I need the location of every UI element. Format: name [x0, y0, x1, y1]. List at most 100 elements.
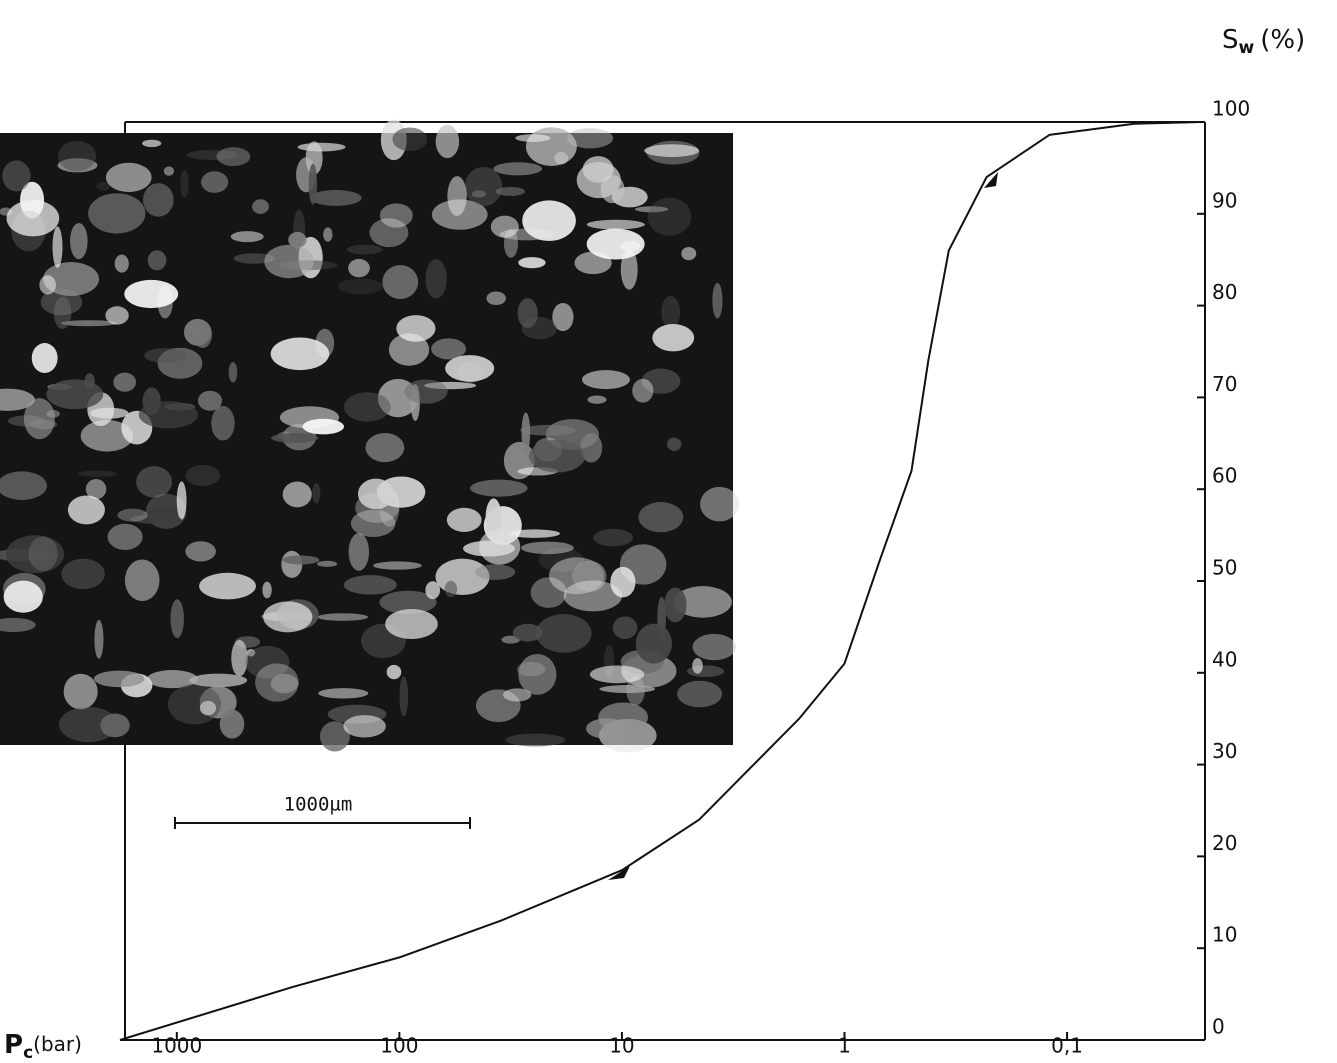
micrograph-grain [644, 144, 700, 158]
micrograph-grain [581, 370, 630, 390]
micrograph-grain [198, 390, 223, 411]
y-axis-subscript: w [1239, 38, 1255, 58]
micrograph-grain [346, 244, 383, 255]
micrograph-grain [230, 231, 264, 243]
micrograph-grain [425, 581, 441, 600]
micrograph-grain [700, 486, 739, 522]
micrograph-grain [673, 586, 732, 618]
x-tick-label: 10 [609, 1034, 634, 1058]
x-axis-symbol: P [4, 1030, 23, 1060]
micrograph-grain [308, 163, 318, 205]
x-tick-label: 0,1 [1051, 1034, 1083, 1058]
micrograph-grain [5, 535, 65, 574]
micrograph-grain [271, 432, 319, 443]
micrograph-grain [365, 433, 405, 463]
micrograph-grain [113, 372, 137, 392]
micrograph-grain [521, 316, 557, 340]
y-tick-label: 10 [1212, 923, 1237, 947]
micrograph-grain [52, 226, 63, 268]
y-tick-label: 70 [1212, 372, 1237, 396]
direction-arrow [984, 172, 998, 188]
micrograph-grain [385, 608, 438, 640]
micrograph-grain [447, 176, 467, 217]
micrograph-grain [255, 663, 299, 702]
micrograph-grain [478, 528, 521, 565]
micrograph-grain [445, 355, 495, 382]
micrograph-grain [319, 721, 350, 752]
micrograph-grain [580, 433, 603, 463]
micrograph-grain [525, 127, 577, 167]
micrograph-grain [337, 278, 384, 295]
micrograph-grain [505, 733, 566, 747]
micrograph-grain [404, 379, 448, 404]
micrograph-grain [470, 479, 528, 497]
micrograph-grain [297, 142, 346, 152]
micrograph-grain [493, 162, 543, 176]
micrograph-grain [664, 587, 687, 623]
micrograph-grain [589, 665, 645, 684]
micrograph-grain [31, 343, 58, 373]
x-axis-subscript: c [23, 1043, 33, 1063]
micrograph-grain [100, 713, 130, 738]
micrograph-grain [512, 623, 543, 642]
micrograph-grain [309, 189, 362, 206]
micrograph-grain [124, 559, 160, 602]
y-axis-symbol: S [1222, 25, 1239, 55]
micrograph-grain [681, 246, 697, 261]
scale-bar-label: 1000µm [284, 794, 353, 816]
micrograph-grain [61, 558, 105, 590]
y-axis-title: Sw (%) [1222, 25, 1305, 59]
micrograph-grain [638, 502, 684, 533]
micrograph [0, 119, 739, 753]
y-tick-label: 40 [1212, 647, 1237, 671]
micrograph-grain [138, 401, 198, 429]
micrograph-grain [252, 199, 269, 214]
micrograph-grain [652, 324, 695, 352]
micrograph-grain [611, 186, 648, 208]
micrograph-grain [318, 688, 369, 699]
micrograph-grain [632, 378, 654, 403]
micrograph-grain [70, 222, 88, 260]
micrograph-grain [2, 572, 46, 605]
micrograph-grain [142, 139, 162, 148]
micrograph-grain [515, 134, 551, 142]
micrograph-grain [264, 244, 314, 279]
micrograph-grain [599, 685, 656, 694]
micrograph-grain [288, 231, 307, 248]
y-tick-label: 100 [1212, 97, 1250, 121]
micrograph-grain [518, 653, 557, 695]
x-tick-label: 1000 [151, 1034, 202, 1058]
micrograph-grain [263, 601, 313, 633]
micrograph-grain [646, 140, 700, 165]
micrograph-grain [246, 649, 256, 657]
x-tick-label: 100 [380, 1034, 418, 1058]
micrograph-grain [93, 670, 145, 688]
micrograph-grain [228, 362, 238, 383]
micrograph-grain [114, 254, 129, 273]
micrograph-grain [105, 162, 152, 193]
micrograph-grain [369, 218, 409, 248]
curve [119, 121, 1202, 1041]
micrograph-grain [379, 203, 413, 228]
micrograph-grain [585, 718, 628, 739]
micrograph-grain [586, 228, 645, 260]
micrograph-grain [58, 140, 97, 172]
micrograph-grain [350, 509, 396, 538]
micrograph-grain [612, 616, 638, 639]
micrograph-grain [518, 257, 546, 269]
micrograph-grain [586, 219, 645, 230]
micrograph-grain [211, 405, 235, 441]
micrograph-grain [641, 368, 681, 394]
micrograph-grain [0, 388, 35, 411]
micrograph-grain [344, 392, 391, 422]
micrograph-grain [348, 258, 370, 278]
micrograph-grain [170, 599, 184, 639]
micrograph-grain [63, 673, 98, 710]
micrograph-grain [379, 590, 437, 615]
micrograph-grain [199, 572, 256, 600]
micrograph-grain [587, 395, 607, 404]
micrograph-grain [201, 171, 229, 193]
micrograph-grain [530, 577, 567, 608]
y-tick-label: 30 [1212, 739, 1237, 763]
